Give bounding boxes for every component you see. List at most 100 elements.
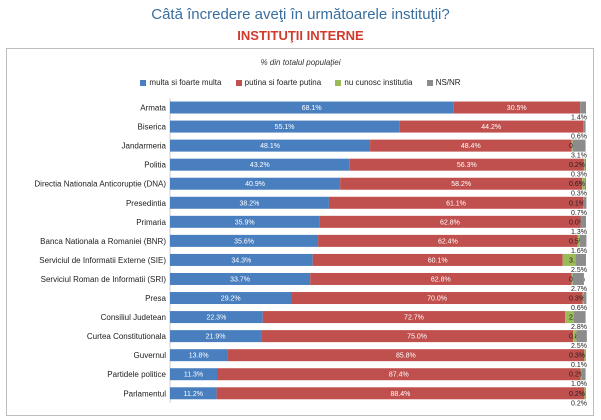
data-label: 0.6% (571, 305, 587, 312)
bar-segment (580, 101, 586, 114)
data-label: 11.3% (184, 372, 203, 379)
category-label: Curtea Constitutionala (87, 332, 167, 341)
legend-label: nu cunosc institutia (344, 78, 413, 87)
bar-segment (170, 120, 400, 133)
bar-segment (573, 311, 586, 324)
data-label: 0.2% (569, 391, 585, 398)
category-label: Guvernul (134, 351, 167, 360)
bar-segment (571, 139, 573, 152)
bar-segment (170, 349, 228, 362)
category-label: Armata (140, 104, 166, 113)
bar-segment (340, 177, 583, 190)
bar-segment (319, 215, 581, 228)
data-label: 2.5% (571, 343, 587, 350)
bar-segment (575, 253, 586, 266)
bar-segment (261, 330, 574, 343)
bar-segment (349, 158, 584, 171)
bar-segment (170, 330, 262, 343)
bar-segment (170, 311, 263, 324)
bar-segment (582, 292, 584, 305)
data-label: 0.3% (571, 191, 587, 198)
data-label: 0.0% (569, 219, 585, 226)
data-label: 29.2% (221, 296, 241, 303)
bar-segment (170, 253, 313, 266)
data-label: 0.6% (569, 181, 585, 188)
data-label: 72.7% (404, 315, 424, 322)
data-label: 0.3% (569, 353, 585, 360)
bar-segment (170, 292, 292, 305)
category-label: Jandarmeria (122, 142, 167, 151)
bar-segment (170, 387, 217, 400)
data-label: 33.7% (230, 276, 250, 283)
bar-segment (580, 368, 582, 381)
data-label: 62.8% (440, 219, 460, 226)
bar-segment (583, 120, 586, 133)
data-label: 62.8% (431, 276, 451, 283)
legend-item-putina: putina si foarte putina (235, 78, 321, 87)
category-label: Biserica (138, 123, 167, 132)
bar-segment (262, 311, 566, 324)
data-label: 0.2% (569, 162, 585, 169)
bar-segment (572, 272, 584, 285)
bar-segment (170, 177, 341, 190)
data-label: 2.8% (571, 324, 587, 331)
data-label: 0.1% (569, 200, 585, 207)
bar-segment (577, 234, 580, 247)
data-label: 2.5% (571, 267, 587, 274)
data-label: 58.2% (451, 181, 471, 188)
bar-segment (310, 272, 572, 285)
category-label: Banca Nationala a Romaniei (BNR) (40, 237, 166, 246)
data-label: 35.9% (235, 219, 255, 226)
legend-swatch (426, 79, 433, 86)
bar-segment (565, 311, 574, 324)
bar-segment (453, 101, 581, 114)
category-label: Partidele politice (107, 370, 166, 379)
data-label: 48.1% (260, 143, 280, 150)
chart-frame (6, 48, 594, 416)
bar-segment (312, 253, 563, 266)
bar-segment (170, 101, 454, 114)
data-label: 0.1% (571, 362, 587, 369)
data-label: 60.1% (428, 257, 448, 264)
bar-segment (170, 368, 218, 381)
legend-label: NS/NR (435, 78, 461, 87)
bar-segment (217, 368, 581, 381)
data-label: 11.2% (184, 391, 203, 398)
bar-segment (399, 120, 584, 133)
bar-segment (216, 387, 585, 400)
legend-item-nu-cunosc: nu cunosc institutia (335, 78, 412, 87)
bar-segment (583, 196, 587, 209)
bar-segment (581, 368, 586, 381)
category-label: Serviciul de Informatii Externe (SIE) (39, 256, 166, 265)
bar-segment (584, 177, 586, 190)
data-label: 21.9% (206, 334, 226, 341)
data-label: 0.7% (571, 210, 587, 217)
data-label: 0.3% (571, 172, 587, 179)
bar-segment (291, 292, 583, 305)
bar-segment (582, 177, 585, 190)
data-label: 62.4% (438, 238, 458, 245)
data-label: 35.6% (234, 238, 254, 245)
bar-segment (170, 272, 311, 285)
data-label: 13.8% (189, 353, 209, 360)
data-label: 75.0% (407, 334, 427, 341)
data-label: 0.5% (569, 238, 585, 245)
bar-segment (170, 158, 350, 171)
data-label: 1.3% (571, 229, 587, 236)
bar-segment (571, 272, 573, 285)
population-note: % din totalul populaţiei (260, 58, 341, 67)
data-label: 34.3% (231, 257, 251, 264)
data-label: 38.2% (240, 200, 260, 207)
data-label: 55.1% (275, 124, 295, 131)
data-label: 70.0% (427, 296, 447, 303)
bar-segment (318, 234, 578, 247)
bar-segment (170, 196, 329, 209)
bar-segment (576, 330, 587, 343)
data-label: 30.5% (507, 105, 527, 112)
category-label: Primaria (136, 218, 166, 227)
legend-swatch (335, 79, 342, 86)
category-label: Serviciul Roman de Informatii (SRI) (41, 275, 167, 284)
data-label: 44.2% (481, 124, 501, 131)
legend-swatch (140, 79, 147, 86)
data-label: 1.0% (571, 381, 587, 388)
